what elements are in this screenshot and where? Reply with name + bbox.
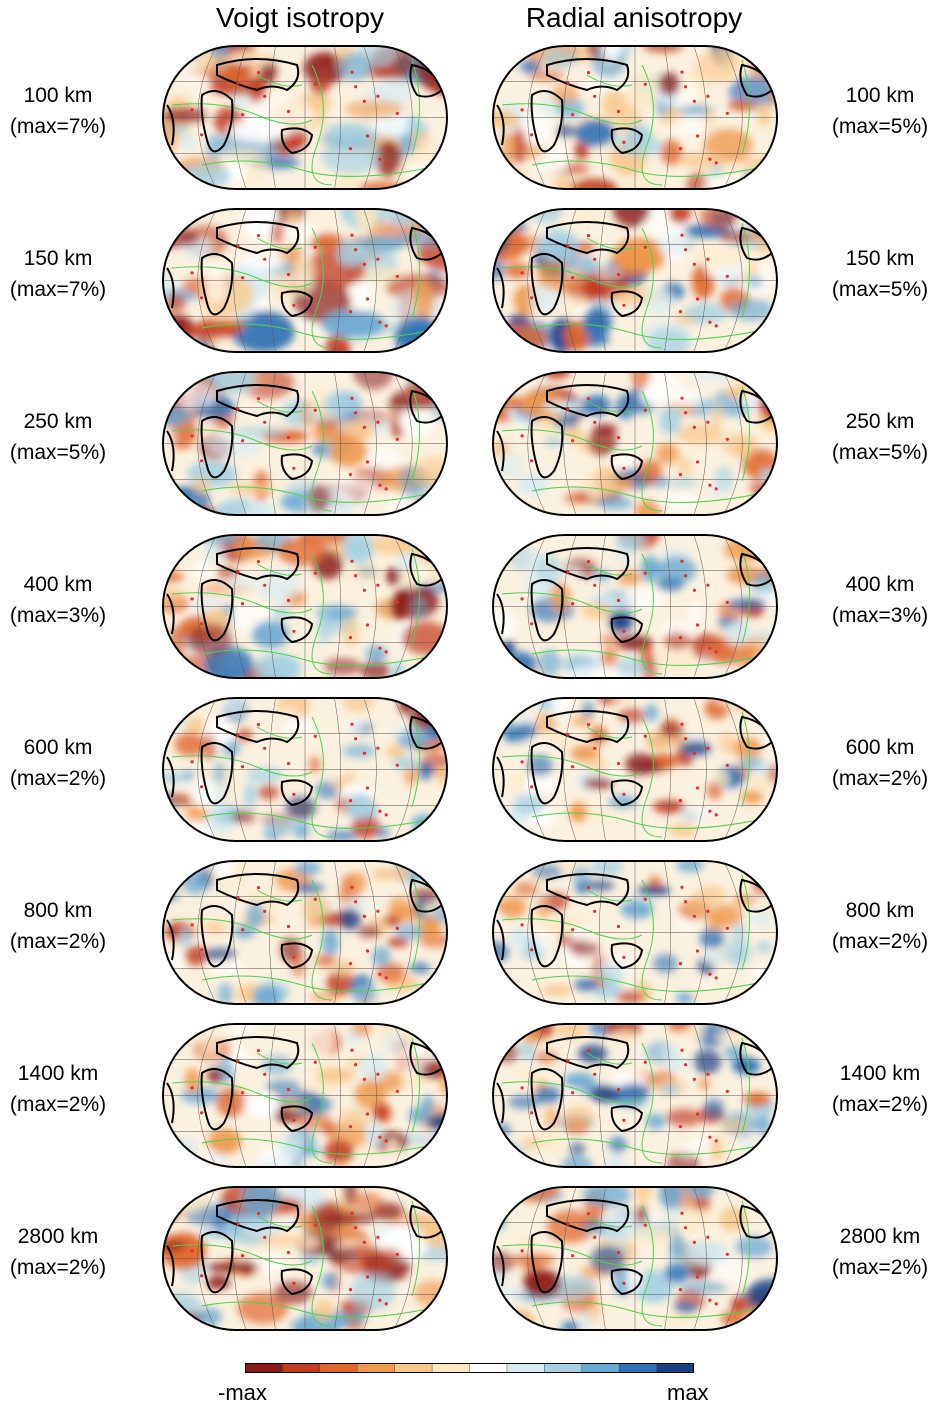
depth-value: 1400 km <box>839 1062 921 1085</box>
depth-value: 250 km <box>23 410 93 433</box>
colorbar-segment <box>319 1363 358 1373</box>
colorbar-segment <box>245 1363 283 1373</box>
colorbar <box>245 1360 695 1373</box>
max-value-left: (max=2%) <box>9 767 107 790</box>
map-voigt-isotropy <box>162 697 448 842</box>
colorbar-segment <box>619 1363 658 1373</box>
depth-label-right: 250 km (max=5%) <box>815 406 941 468</box>
map-voigt-isotropy <box>162 1023 448 1168</box>
depth-value: 400 km <box>23 573 93 596</box>
depth-label-left: 800 km (max=2%) <box>0 895 123 957</box>
max-value-right: (max=5%) <box>831 115 929 138</box>
colorbar-segment <box>394 1363 433 1373</box>
depth-value: 100 km <box>23 84 93 107</box>
depth-label-left: 1400 km (max=2%) <box>0 1058 123 1120</box>
max-value-left: (max=7%) <box>9 278 107 301</box>
depth-label-right: 2800 km (max=2%) <box>815 1221 941 1283</box>
depth-value: 2800 km <box>839 1225 921 1248</box>
colorbar-segment <box>469 1363 508 1373</box>
colorbar-segment <box>357 1363 396 1373</box>
colorbar-min-label: -max <box>218 1380 267 1405</box>
depth-label-left: 600 km (max=2%) <box>0 732 123 794</box>
map-voigt-isotropy <box>162 1186 448 1331</box>
max-value-left: (max=2%) <box>9 1256 107 1279</box>
depth-value: 150 km <box>23 247 93 270</box>
colorbar-segment <box>506 1363 545 1373</box>
max-value-left: (max=7%) <box>9 115 107 138</box>
depth-value: 800 km <box>845 899 915 922</box>
map-radial-anisotropy <box>492 860 778 1005</box>
map-radial-anisotropy <box>492 697 778 842</box>
max-value-right: (max=2%) <box>831 1093 929 1116</box>
depth-label-left: 100 km (max=7%) <box>0 80 123 142</box>
map-voigt-isotropy <box>162 208 448 353</box>
depth-value: 2800 km <box>17 1225 99 1248</box>
depth-value: 400 km <box>845 573 915 596</box>
depth-label-right: 100 km (max=5%) <box>815 80 941 142</box>
depth-label-right: 150 km (max=5%) <box>815 243 941 305</box>
depth-label-left: 400 km (max=3%) <box>0 569 123 631</box>
max-value-left: (max=2%) <box>9 930 107 953</box>
colorbar-segment <box>544 1363 583 1373</box>
depth-label-right: 1400 km (max=2%) <box>815 1058 941 1120</box>
column-title-radial-anisotropy: Radial anisotropy <box>525 2 743 33</box>
column-title-voigt-isotropy: Voigt isotropy <box>215 2 385 33</box>
map-voigt-isotropy <box>162 45 448 190</box>
depth-label-left: 2800 km (max=2%) <box>0 1221 123 1283</box>
depth-label-left: 250 km (max=5%) <box>0 406 123 468</box>
depth-value: 150 km <box>845 247 915 270</box>
max-value-right: (max=2%) <box>831 767 929 790</box>
max-value-left: (max=3%) <box>9 604 107 627</box>
map-radial-anisotropy <box>492 45 778 190</box>
max-value-right: (max=2%) <box>831 1256 929 1279</box>
depth-value: 600 km <box>23 736 93 759</box>
colorbar-segment <box>656 1363 695 1373</box>
colorbar-segment <box>432 1363 470 1373</box>
map-radial-anisotropy <box>492 208 778 353</box>
max-value-right: (max=5%) <box>831 441 929 464</box>
depth-label-left: 150 km (max=7%) <box>0 243 123 305</box>
map-radial-anisotropy <box>492 1186 778 1331</box>
depth-value: 600 km <box>845 736 915 759</box>
depth-value: 100 km <box>845 84 915 107</box>
depth-value: 1400 km <box>17 1062 99 1085</box>
colorbar-max-label: max <box>667 1380 709 1405</box>
map-radial-anisotropy <box>492 534 778 679</box>
max-value-left: (max=5%) <box>9 441 107 464</box>
map-voigt-isotropy <box>162 371 448 516</box>
map-radial-anisotropy <box>492 371 778 516</box>
map-voigt-isotropy <box>162 534 448 679</box>
colorbar-segment <box>581 1363 620 1373</box>
depth-value: 800 km <box>23 899 93 922</box>
depth-label-right: 600 km (max=2%) <box>815 732 941 794</box>
depth-label-right: 400 km (max=3%) <box>815 569 941 631</box>
max-value-right: (max=3%) <box>831 604 929 627</box>
depth-label-right: 800 km (max=2%) <box>815 895 941 957</box>
max-value-left: (max=2%) <box>9 1093 107 1116</box>
max-value-right: (max=5%) <box>831 278 929 301</box>
colorbar-segment <box>282 1363 321 1373</box>
map-radial-anisotropy <box>492 1023 778 1168</box>
max-value-right: (max=2%) <box>831 930 929 953</box>
depth-value: 250 km <box>845 410 915 433</box>
map-voigt-isotropy <box>162 860 448 1005</box>
